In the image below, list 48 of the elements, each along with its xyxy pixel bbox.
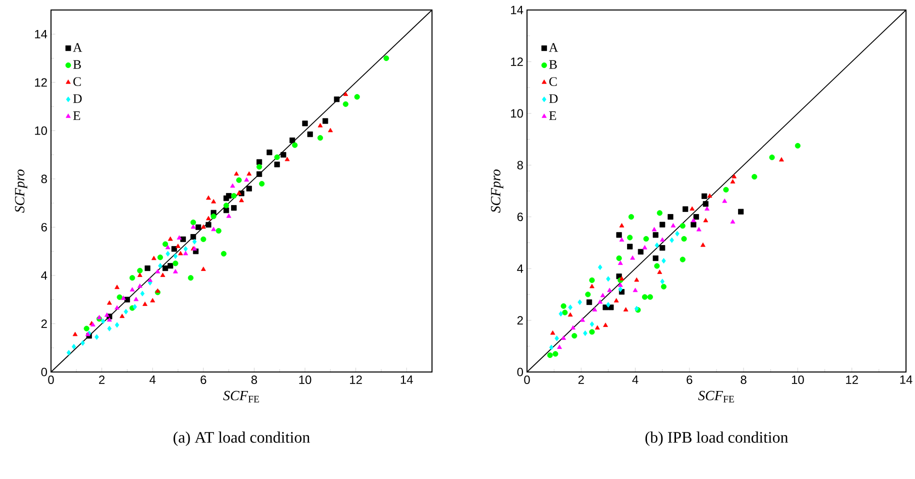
x-tick-label: 2 [99, 376, 105, 384]
legend-label: A [72, 43, 82, 52]
x-tick-label: 4 [150, 376, 156, 384]
y-tick-label: 2 [41, 320, 47, 328]
legend-label: B [549, 60, 557, 69]
y-tick-label: 6 [517, 212, 523, 222]
y-tick-label: 0 [517, 368, 524, 376]
y-tick-label: 8 [517, 160, 523, 170]
y-tick-label: 6 [41, 222, 47, 232]
x-tick-label: 8 [251, 376, 258, 384]
x-tick-label: 12 [846, 376, 858, 384]
x-tick-label: 6 [686, 376, 692, 384]
x-tick-label: 8 [740, 376, 746, 384]
y-tick-label: 12 [511, 58, 523, 66]
x-tick-label: 10 [299, 376, 312, 384]
y-tick-label: 10 [35, 126, 48, 135]
legend-label: A [548, 43, 558, 52]
x-tick-label: 4 [632, 376, 638, 384]
x-axis-title: SCF$_{FE}$ [698, 390, 734, 402]
y-axis-title: SCFpro [15, 170, 28, 213]
legend-label: E [549, 111, 556, 120]
y-axis-title: SCFpro [491, 170, 504, 213]
y-tick-label: 0 [41, 368, 48, 376]
y-tick-label: 10 [511, 109, 524, 118]
x-tick-label: 0 [524, 376, 530, 384]
text: (b) IPB load condition [645, 432, 788, 446]
legend-label: D [549, 94, 558, 103]
legend-label: C [73, 77, 81, 86]
x-tick-label: 14 [900, 376, 912, 384]
x-tick-label: 12 [350, 376, 362, 384]
x-tick-label: 6 [200, 376, 206, 384]
y-tick-label: 12 [35, 78, 47, 87]
y-tick-label: 8 [41, 174, 47, 184]
y-tick-label: 4 [41, 271, 48, 280]
y-tick-label: 14 [511, 6, 524, 14]
x-tick-label: 10 [792, 376, 804, 384]
legend-label: B [73, 60, 81, 69]
legend-label: E [73, 111, 80, 120]
y-tick-label: 14 [35, 30, 48, 38]
x-tick-label: 0 [48, 376, 54, 384]
legend-label: C [549, 77, 557, 86]
text: (a) AT load condition [174, 432, 310, 446]
x-tick-label: 2 [578, 376, 584, 384]
x-axis-title: SCF$_{FE}$ [223, 390, 259, 402]
y-tick-label: 4 [517, 264, 524, 273]
legend-label: D [73, 94, 82, 103]
x-tick-label: 14 [400, 376, 413, 384]
y-tick-label: 2 [517, 316, 523, 324]
